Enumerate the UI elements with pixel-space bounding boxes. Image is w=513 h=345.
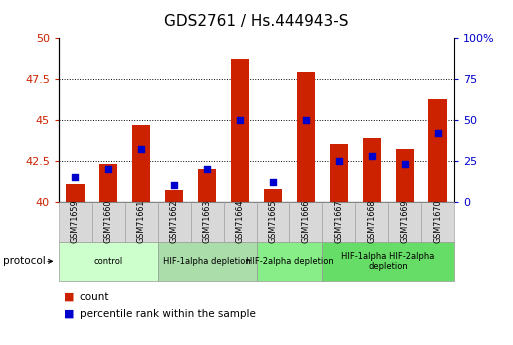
Point [401,161,409,167]
Point [368,153,376,159]
Text: GSM71670: GSM71670 [433,200,442,244]
Bar [363,138,381,202]
Text: percentile rank within the sample: percentile rank within the sample [80,309,255,319]
Text: HIF-1alpha HIF-2alpha
depletion: HIF-1alpha HIF-2alpha depletion [342,252,435,271]
Text: GSM71665: GSM71665 [268,200,278,244]
Point [203,166,211,172]
Text: protocol: protocol [3,256,45,266]
Bar [66,184,85,202]
Point [236,117,244,122]
Text: GSM71660: GSM71660 [104,200,113,243]
Bar [132,125,150,202]
Text: GSM71661: GSM71661 [137,200,146,243]
Point [433,130,442,136]
Point [71,175,80,180]
Bar [100,164,117,202]
Text: GSM71667: GSM71667 [334,200,343,244]
Text: count: count [80,292,109,302]
Text: ■: ■ [64,292,74,302]
Bar [198,169,216,202]
Point [137,147,145,152]
Bar [264,189,282,202]
Point [302,117,310,122]
Text: GSM71668: GSM71668 [367,200,376,243]
Text: GDS2761 / Hs.444943-S: GDS2761 / Hs.444943-S [164,14,349,29]
Text: GSM71659: GSM71659 [71,200,80,244]
Text: GSM71669: GSM71669 [400,200,409,244]
Text: GSM71663: GSM71663 [203,200,212,243]
Text: HIF-1alpha depletion: HIF-1alpha depletion [163,257,251,266]
Bar [231,59,249,202]
Text: GSM71664: GSM71664 [235,200,245,243]
Point [334,158,343,164]
Bar [396,149,413,202]
Text: GSM71666: GSM71666 [301,200,310,243]
Text: HIF-2alpha depletion: HIF-2alpha depletion [246,257,333,266]
Text: GSM71662: GSM71662 [170,200,179,244]
Bar [297,72,315,202]
Bar [165,190,183,202]
Bar [428,99,447,202]
Text: control: control [94,257,123,266]
Point [269,179,277,185]
Bar [330,145,348,202]
Text: ■: ■ [64,309,74,319]
Point [170,183,179,188]
Point [104,166,112,172]
